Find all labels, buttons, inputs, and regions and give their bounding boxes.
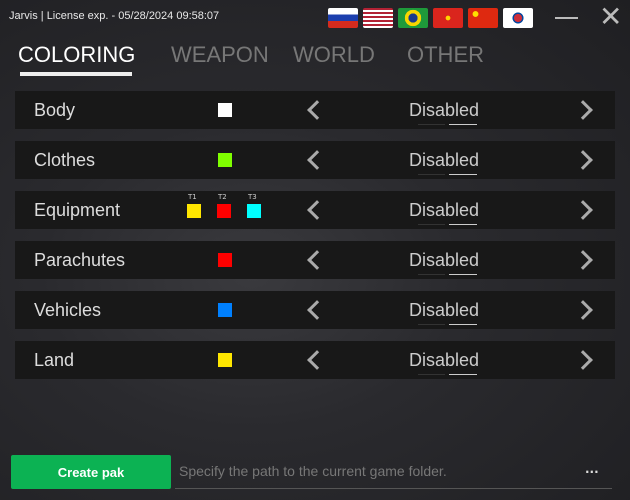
row-value[interactable]: Disabled bbox=[409, 199, 480, 220]
value-indicator bbox=[418, 274, 445, 275]
value-indicator-active bbox=[449, 124, 477, 125]
window-title: Jarvis | License exp. - 05/28/2024 09:58… bbox=[9, 10, 220, 22]
row-land: Land Disabled bbox=[15, 341, 615, 379]
row-equipment: Equipment T1 T2 T3 Disabled bbox=[15, 191, 615, 229]
flag-vietnam-icon[interactable] bbox=[433, 8, 463, 28]
chevron-left-icon[interactable] bbox=[307, 100, 327, 120]
row-body: Body Disabled bbox=[15, 91, 615, 129]
value-indicator-active bbox=[449, 274, 477, 275]
tier-label: T1 bbox=[188, 193, 197, 201]
game-path-input[interactable]: Specify the path to the current game fol… bbox=[175, 454, 612, 489]
value-indicator-active bbox=[449, 174, 477, 175]
flag-china-icon[interactable] bbox=[468, 8, 498, 28]
row-label: Body bbox=[34, 99, 76, 120]
color-swatch[interactable] bbox=[217, 204, 231, 218]
flag-russia-icon[interactable] bbox=[328, 8, 358, 28]
close-icon[interactable]: ✕ bbox=[599, 0, 623, 33]
row-value[interactable]: Disabled bbox=[409, 349, 480, 370]
chevron-right-icon[interactable] bbox=[573, 200, 593, 220]
tab-other[interactable]: OTHER bbox=[407, 42, 484, 67]
value-indicator-active bbox=[449, 374, 477, 375]
minimize-icon[interactable] bbox=[555, 6, 580, 28]
value-indicator bbox=[418, 374, 445, 375]
chevron-left-icon[interactable] bbox=[307, 150, 327, 170]
row-clothes: Clothes Disabled bbox=[15, 141, 615, 179]
flag-usa-icon[interactable] bbox=[363, 8, 393, 28]
row-value[interactable]: Disabled bbox=[409, 249, 480, 270]
value-indicator-active bbox=[449, 224, 477, 225]
chevron-left-icon[interactable] bbox=[307, 250, 327, 270]
row-value[interactable]: Disabled bbox=[409, 149, 480, 170]
color-swatch[interactable] bbox=[218, 253, 232, 267]
value-indicator bbox=[418, 324, 445, 325]
flag-korea-icon[interactable] bbox=[503, 8, 533, 28]
tier-label: T2 bbox=[218, 193, 227, 201]
color-swatch[interactable] bbox=[247, 204, 261, 218]
value-indicator bbox=[418, 124, 445, 125]
tab-world[interactable]: WORLD bbox=[293, 42, 375, 67]
value-indicator bbox=[418, 224, 445, 225]
chevron-left-icon[interactable] bbox=[307, 200, 327, 220]
browse-button[interactable]: ... bbox=[585, 462, 599, 476]
create-pak-button[interactable]: Create pak bbox=[11, 455, 171, 489]
row-value[interactable]: Disabled bbox=[409, 299, 480, 320]
row-label: Vehicles bbox=[34, 299, 102, 320]
tab-weapon[interactable]: WEAPON bbox=[171, 42, 269, 67]
row-label: Equipment bbox=[34, 199, 121, 220]
row-label: Parachutes bbox=[34, 249, 126, 270]
row-value[interactable]: Disabled bbox=[409, 99, 480, 120]
chevron-left-icon[interactable] bbox=[307, 350, 327, 370]
value-indicator bbox=[418, 174, 445, 175]
chevron-right-icon[interactable] bbox=[573, 300, 593, 320]
color-swatch[interactable] bbox=[218, 353, 232, 367]
tab-coloring[interactable]: COLORING bbox=[18, 42, 136, 67]
flag-brazil-icon[interactable] bbox=[398, 8, 428, 28]
chevron-right-icon[interactable] bbox=[573, 100, 593, 120]
color-swatch[interactable] bbox=[218, 153, 232, 167]
row-parachutes: Parachutes Disabled bbox=[15, 241, 615, 279]
chevron-right-icon[interactable] bbox=[573, 250, 593, 270]
color-swatch[interactable] bbox=[218, 103, 232, 117]
color-swatch[interactable] bbox=[218, 303, 232, 317]
tier-label: T3 bbox=[248, 193, 257, 201]
row-vehicles: Vehicles Disabled bbox=[15, 291, 615, 329]
chevron-right-icon[interactable] bbox=[573, 350, 593, 370]
active-tab-indicator bbox=[20, 72, 132, 76]
chevron-left-icon[interactable] bbox=[307, 300, 327, 320]
chevron-right-icon[interactable] bbox=[573, 150, 593, 170]
value-indicator-active bbox=[449, 324, 477, 325]
row-label: Land bbox=[34, 349, 75, 370]
language-flags bbox=[328, 8, 533, 28]
color-swatch[interactable] bbox=[187, 204, 201, 218]
row-label: Clothes bbox=[34, 149, 96, 170]
